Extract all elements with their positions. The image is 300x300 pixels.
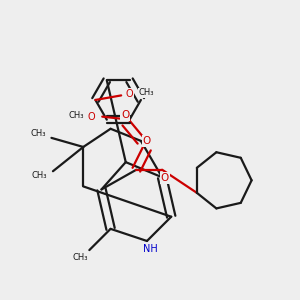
Text: CH₃: CH₃ xyxy=(138,88,154,98)
Text: O: O xyxy=(88,112,95,122)
Text: CH₃: CH₃ xyxy=(69,111,84,120)
Text: CH₃: CH₃ xyxy=(32,171,47,180)
Text: O: O xyxy=(143,136,151,146)
Text: CH₃: CH₃ xyxy=(73,253,88,262)
Text: NH: NH xyxy=(142,244,158,254)
Text: O: O xyxy=(160,173,169,183)
Text: O: O xyxy=(126,89,134,99)
Text: CH₃: CH₃ xyxy=(30,129,46,138)
Text: O: O xyxy=(121,110,129,120)
